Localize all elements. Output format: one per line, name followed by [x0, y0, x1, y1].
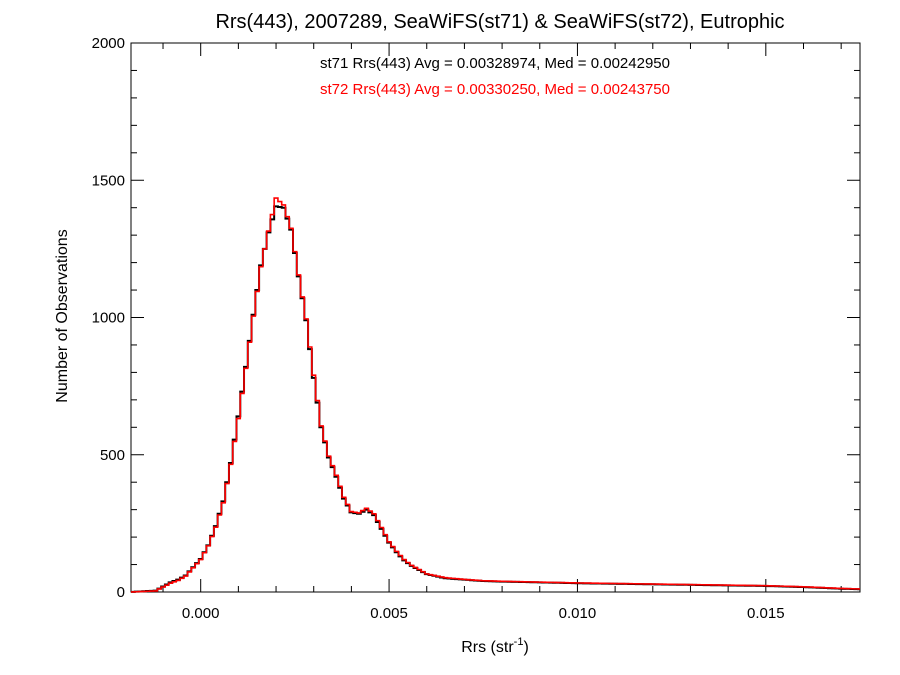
x-axis-label-main: Rrs (str [461, 639, 514, 656]
y-axis-label: Number of Observations [54, 229, 71, 402]
x-axis-label-superscript: -1 [514, 636, 524, 648]
series-line-st72 [131, 197, 860, 593]
series-layer [131, 197, 860, 593]
y-tick-label: 1000 [92, 310, 125, 327]
x-axis-ticks: 0.000 0.005 0.010 0.015 [162, 43, 842, 622]
annotation-st71: st71 Rrs(443) Avg = 0.00328974, Med = 0.… [320, 55, 670, 72]
x-tick-label: 0.005 [370, 605, 408, 622]
plot-border [130, 42, 861, 593]
x-axis-label: Rrs (str-1) [461, 636, 529, 656]
y-tick-label: 0 [117, 584, 125, 601]
x-tick-label: 0.000 [182, 605, 220, 622]
y-tick-label: 1500 [92, 172, 125, 189]
chart-title: Rrs(443), 2007289, SeaWiFS(st71) & SeaWi… [215, 11, 784, 33]
x-tick-label: 0.010 [559, 605, 597, 622]
x-axis-label-close: ) [523, 639, 528, 656]
x-tick-label: 0.015 [747, 605, 785, 622]
plot-frame [130, 42, 861, 593]
y-tick-label: 2000 [92, 35, 125, 52]
annotation-st72: st72 Rrs(443) Avg = 0.00330250, Med = 0.… [320, 81, 670, 98]
y-axis-ticks: 0 500 1000 1500 2000 [92, 35, 860, 601]
y-tick-label: 500 [100, 447, 125, 464]
